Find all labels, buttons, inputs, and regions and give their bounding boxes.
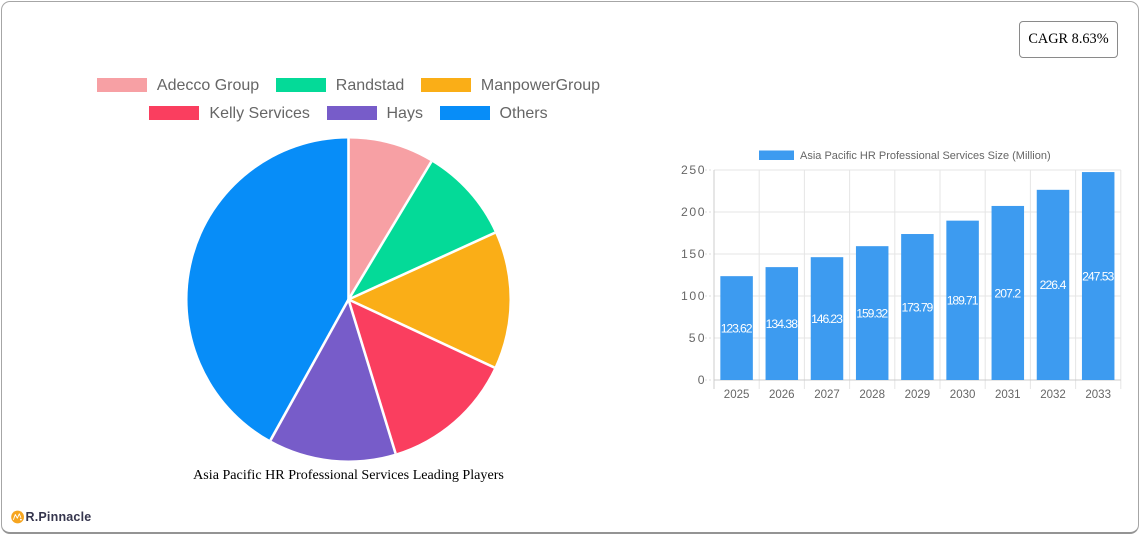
- svg-text:2025: 2025: [724, 389, 750, 401]
- svg-text:Asia Pacific HR Professional S: Asia Pacific HR Professional Services Si…: [800, 150, 1051, 162]
- svg-text:2029: 2029: [905, 389, 931, 401]
- svg-text:189.71: 189.71: [947, 294, 979, 308]
- svg-text:2028: 2028: [859, 389, 885, 401]
- svg-text:150: 150: [681, 247, 705, 261]
- svg-text:226.4: 226.4: [1040, 278, 1067, 292]
- svg-text:50: 50: [689, 331, 705, 345]
- svg-text:134.38: 134.38: [766, 317, 799, 331]
- svg-text:2030: 2030: [950, 389, 976, 401]
- svg-text:173.79: 173.79: [902, 300, 934, 314]
- svg-text:2031: 2031: [995, 389, 1021, 401]
- svg-text:2033: 2033: [1085, 389, 1111, 401]
- svg-text:2026: 2026: [769, 389, 795, 401]
- svg-text:2027: 2027: [814, 389, 840, 401]
- svg-text:0: 0: [698, 373, 705, 387]
- svg-text:200: 200: [681, 205, 705, 219]
- svg-text:159.32: 159.32: [856, 306, 888, 320]
- svg-text:146.23: 146.23: [811, 312, 843, 326]
- svg-text:123.62: 123.62: [721, 321, 753, 335]
- svg-text:2032: 2032: [1040, 389, 1066, 401]
- svg-text:247.53: 247.53: [1082, 269, 1114, 283]
- svg-text:207.2: 207.2: [994, 286, 1021, 300]
- svg-text:250: 250: [681, 163, 705, 177]
- svg-text:100: 100: [681, 289, 705, 303]
